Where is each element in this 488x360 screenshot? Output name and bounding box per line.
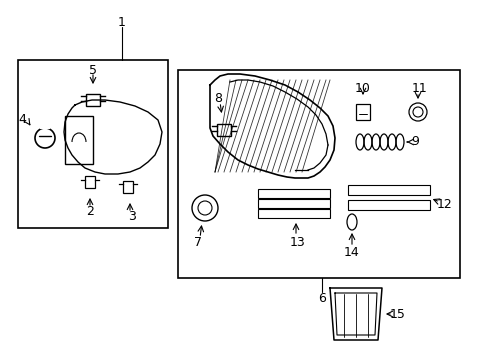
Bar [178, 70, 459, 278]
Text: 1: 1 [118, 15, 126, 28]
Bar [258, 209, 329, 218]
Text: 3: 3 [128, 211, 136, 224]
Bar [18, 60, 168, 228]
Bar [258, 199, 329, 208]
Text: 4: 4 [18, 113, 26, 126]
Text: 9: 9 [410, 135, 418, 148]
Text: 7: 7 [194, 235, 202, 248]
Text: 2: 2 [86, 206, 94, 219]
Bar [86, 94, 100, 106]
Bar [355, 104, 369, 120]
Text: 10: 10 [354, 81, 370, 94]
Text: 15: 15 [389, 307, 405, 320]
Text: 6: 6 [317, 292, 325, 305]
Text: 5: 5 [89, 63, 97, 77]
Text: 13: 13 [289, 235, 305, 248]
Text: 12: 12 [436, 198, 452, 211]
Bar [347, 200, 429, 210]
Bar [217, 124, 230, 136]
Text: 14: 14 [344, 246, 359, 258]
Bar [65, 116, 93, 164]
Bar [123, 181, 133, 193]
Text: 8: 8 [214, 91, 222, 104]
Bar [85, 176, 95, 188]
Bar [347, 185, 429, 195]
Bar [258, 189, 329, 198]
Text: 11: 11 [411, 81, 427, 94]
